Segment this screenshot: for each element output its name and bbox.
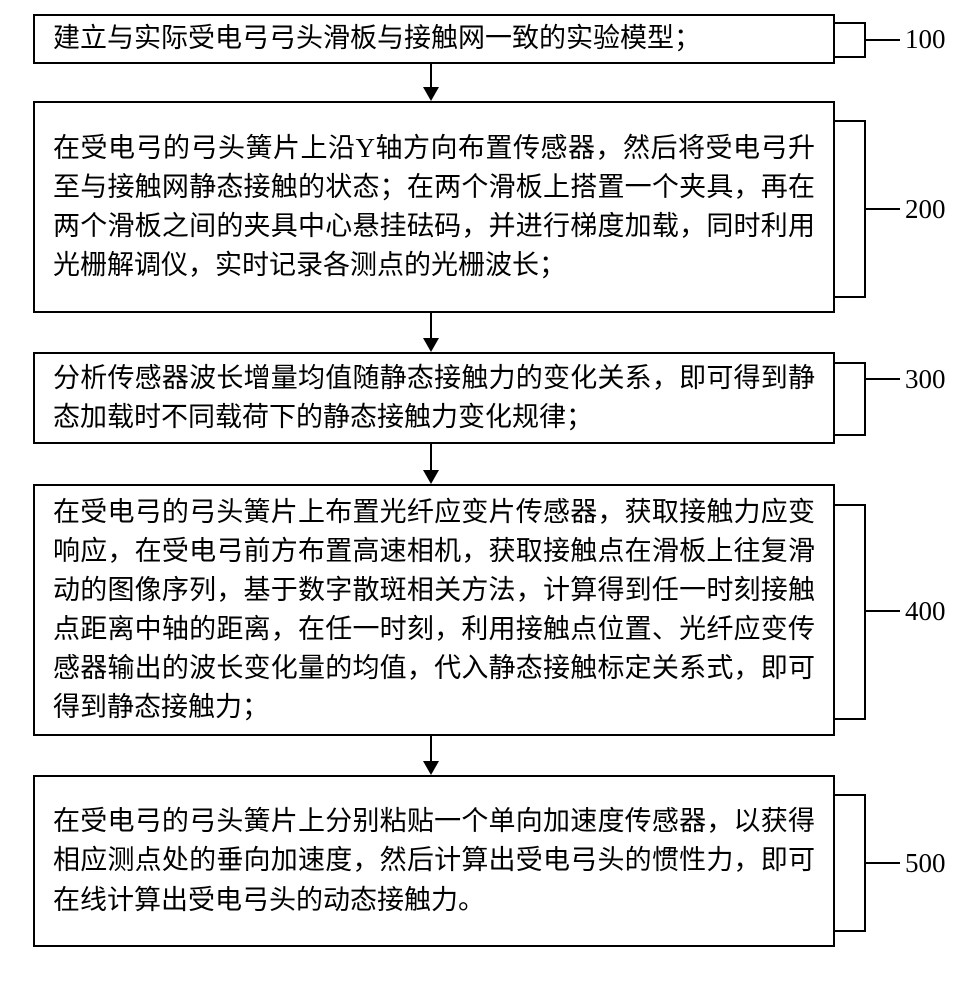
brace-stem (864, 504, 866, 720)
brace-lead (864, 208, 900, 210)
brace-seg (834, 56, 864, 58)
step-box-400: 在受电弓的弓头簧片上布置光纤应变片传感器，获取接触力应变响应，在受电弓前方布置高… (33, 484, 835, 736)
brace-seg (834, 718, 864, 720)
brace-seg (834, 22, 864, 24)
step-label-300: 300 (905, 364, 946, 395)
brace-lead (864, 610, 900, 612)
arrow-400-500 (430, 736, 432, 761)
arrow-head-icon (423, 761, 439, 775)
step-label-100: 100 (905, 24, 946, 55)
brace-seg (834, 794, 864, 796)
arrow-head-icon (423, 338, 439, 352)
brace-stem (864, 362, 866, 436)
step-text-100: 建立与实际受电弓弓头滑板与接触网一致的实验模型； (53, 19, 815, 58)
step-label-200: 200 (905, 194, 946, 225)
step-text-500: 在受电弓的弓头簧片上分别粘贴一个单向加速度传感器，以获得相应测点处的垂向加速度，… (53, 802, 815, 919)
step-box-100: 建立与实际受电弓弓头滑板与接触网一致的实验模型； (33, 14, 835, 64)
flowchart-canvas: 建立与实际受电弓弓头滑板与接触网一致的实验模型； 100 在受电弓的弓头簧片上沿Y轴… (0, 0, 975, 1000)
step-label-500: 500 (905, 848, 946, 879)
brace-lead (864, 39, 900, 41)
step-box-200: 在受电弓的弓头簧片上沿Y轴方向布置传感器，然后将受电弓升至与接触网静态接触的状态… (33, 101, 835, 313)
arrow-head-icon (423, 470, 439, 484)
step-text-400: 在受电弓的弓头簧片上布置光纤应变片传感器，获取接触力应变响应，在受电弓前方布置高… (53, 493, 815, 728)
brace-seg (834, 120, 864, 122)
arrow-head-icon (423, 87, 439, 101)
arrow-100-200 (430, 64, 432, 87)
step-text-200: 在受电弓的弓头簧片上沿Y轴方向布置传感器，然后将受电弓升至与接触网静态接触的状态… (53, 129, 815, 286)
brace-lead (864, 862, 900, 864)
brace-seg (834, 504, 864, 506)
step-box-300: 分析传感器波长增量均值随静态接触力的变化关系，即可得到静态加载时不同载荷下的静态… (33, 352, 835, 444)
step-text-300: 分析传感器波长增量均值随静态接触力的变化关系，即可得到静态加载时不同载荷下的静态… (53, 359, 815, 437)
brace-seg (834, 434, 864, 436)
brace-seg (834, 930, 864, 932)
brace-seg (834, 296, 864, 298)
arrow-300-400 (430, 444, 432, 470)
step-label-400: 400 (905, 596, 946, 627)
brace-lead (864, 378, 900, 380)
arrow-200-300 (430, 313, 432, 338)
brace-seg (834, 362, 864, 364)
step-box-500: 在受电弓的弓头簧片上分别粘贴一个单向加速度传感器，以获得相应测点处的垂向加速度，… (33, 775, 835, 947)
